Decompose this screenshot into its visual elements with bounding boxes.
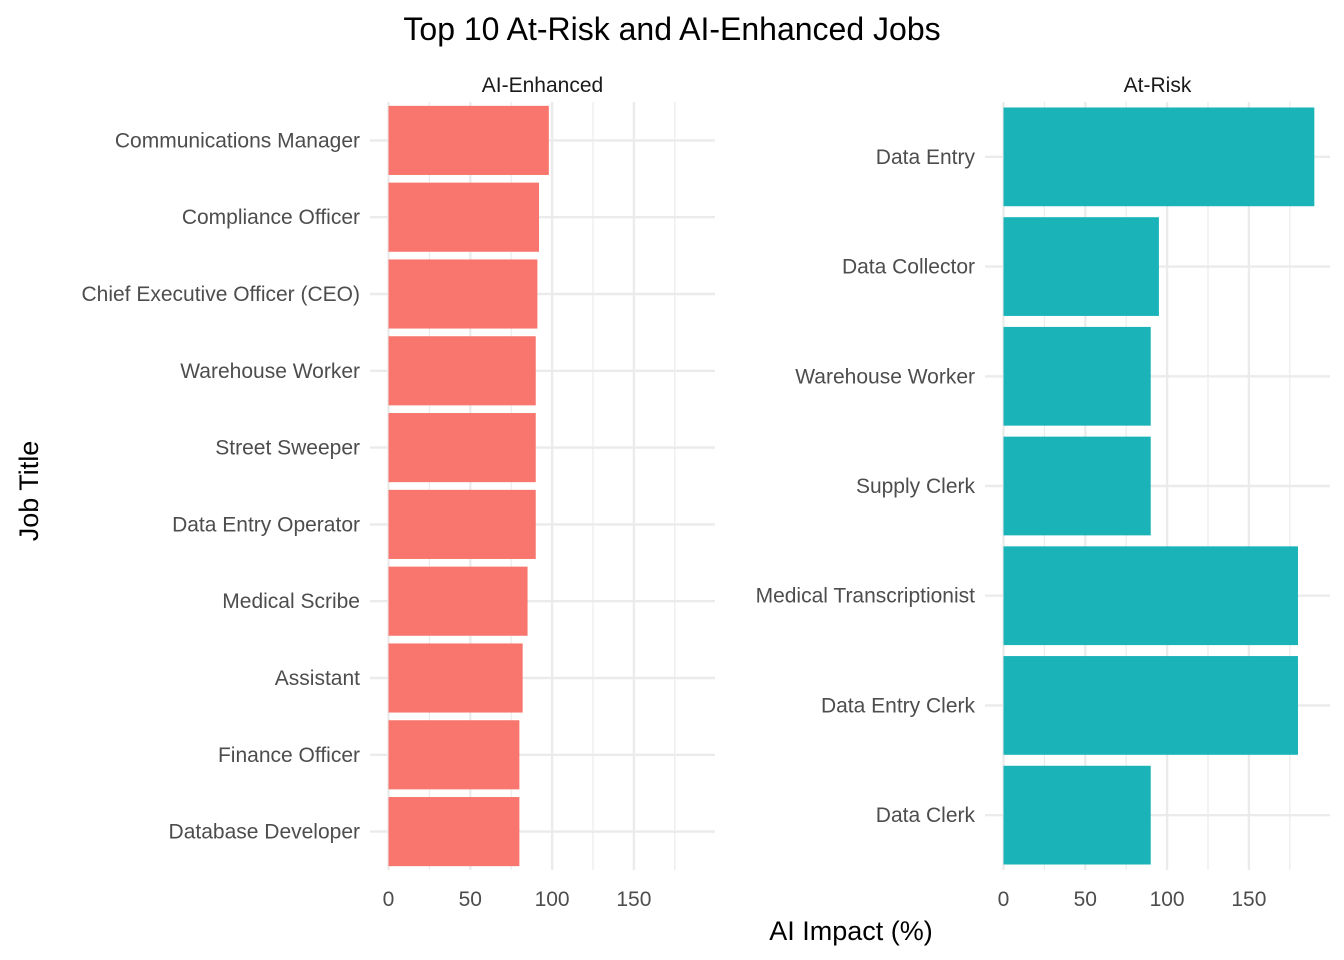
bar <box>1003 656 1298 755</box>
x-tick-label: 150 <box>1231 888 1266 911</box>
bar <box>388 413 536 483</box>
y-tick-label: Supply Clerk <box>856 475 976 498</box>
x-axis-title: AI Impact (%) <box>769 916 933 946</box>
bar <box>388 336 536 406</box>
y-tick-label: Street Sweeper <box>215 437 360 460</box>
x-tick-label: 50 <box>459 888 482 911</box>
x-tick-label: 100 <box>535 888 570 911</box>
bar <box>388 182 540 252</box>
y-tick-label: Data Entry Operator <box>172 513 360 536</box>
bar <box>388 720 520 790</box>
bar <box>388 566 528 636</box>
x-tick-label: 100 <box>1150 888 1185 911</box>
bar <box>388 797 520 867</box>
y-tick-label: Finance Officer <box>218 744 360 767</box>
y-tick-label: Medical Transcriptionist <box>756 585 976 608</box>
bar <box>1003 107 1315 207</box>
bar <box>388 105 549 175</box>
y-tick-label: Data Entry <box>876 146 976 169</box>
y-tick-label: Communications Manager <box>115 129 360 152</box>
x-tick-label: 150 <box>616 888 651 911</box>
x-tick-label: 0 <box>383 888 395 911</box>
bar <box>1003 546 1298 646</box>
y-tick-label: Data Entry Clerk <box>821 694 976 717</box>
y-tick-label: Data Clerk <box>876 804 976 827</box>
bar <box>1003 765 1151 865</box>
y-tick-label: Warehouse Worker <box>180 360 360 383</box>
x-tick-label: 0 <box>998 888 1010 911</box>
y-tick-label: Data Collector <box>842 256 975 279</box>
y-tick-label: Chief Executive Officer (CEO) <box>81 283 360 306</box>
bar <box>1003 217 1159 316</box>
y-tick-label: Compliance Officer <box>182 206 360 229</box>
panels: AI-Enhanced Communications Manager Complia… <box>81 74 1330 911</box>
bar <box>1003 326 1151 426</box>
y-tick-label: Warehouse Worker <box>795 365 975 388</box>
panel-ai-enhanced: AI-Enhanced Communications Manager Complia… <box>81 74 715 911</box>
panel-at-risk: At-Risk Data Entry Data Collector Warehouse… <box>756 74 1330 911</box>
y-tick-label: Assistant <box>275 667 360 690</box>
facet-label-ai-enhanced: AI-Enhanced <box>482 74 603 97</box>
facet-label-at-risk: At-Risk <box>1124 74 1192 97</box>
chart-title: Top 10 At-Risk and AI-Enhanced Jobs <box>403 11 940 47</box>
bar <box>388 489 536 559</box>
y-axis-title: Job Title <box>14 441 44 542</box>
y-tick-label: Medical Scribe <box>222 590 360 613</box>
bar <box>388 643 523 713</box>
x-tick-label: 50 <box>1074 888 1097 911</box>
bar <box>1003 436 1151 536</box>
bar <box>388 259 538 329</box>
y-tick-label: Database Developer <box>169 821 360 844</box>
